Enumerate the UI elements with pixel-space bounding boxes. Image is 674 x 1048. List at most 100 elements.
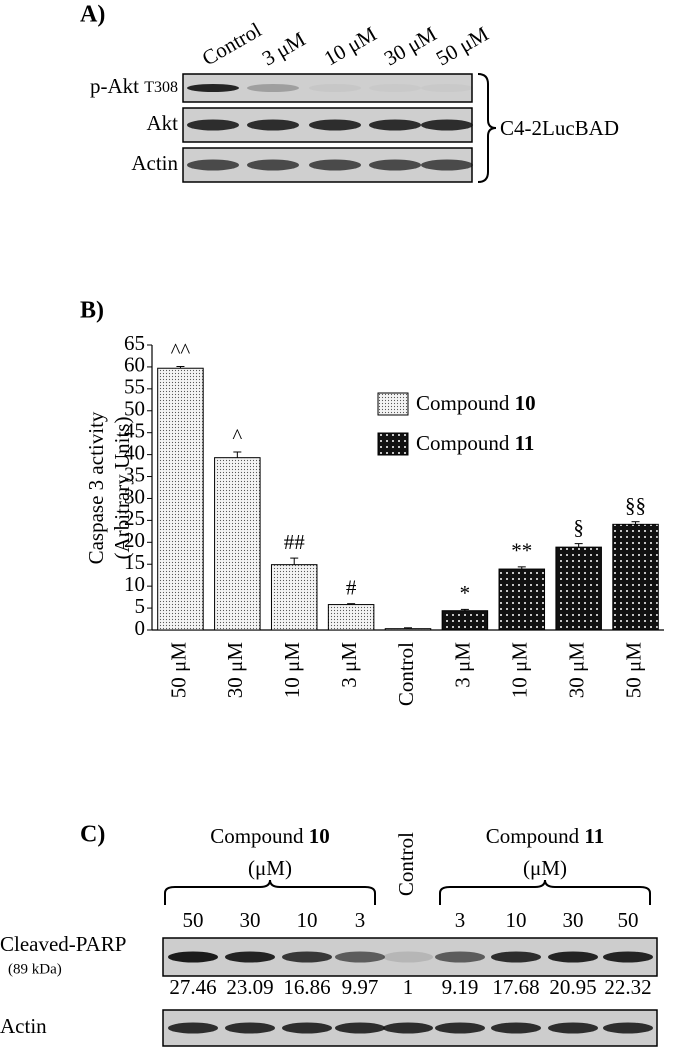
band: [548, 951, 598, 963]
lane-label: Control: [198, 18, 266, 71]
group-name: Compound: [486, 824, 580, 848]
blot-label: Actin: [0, 1014, 47, 1038]
band: [225, 951, 275, 963]
blot-label: Cleaved-PARP: [0, 932, 126, 956]
legend-name: Compound: [416, 431, 510, 455]
band: [309, 84, 361, 92]
error-bar: [347, 603, 356, 605]
x-tick-label: 30 μM: [564, 642, 588, 699]
band: [187, 159, 239, 171]
panel-label: A): [80, 2, 105, 28]
error-bar: [290, 557, 299, 565]
band: [168, 1022, 218, 1034]
annotation: §§: [625, 494, 646, 518]
y-tick-label: 55: [124, 375, 145, 399]
lane-label: 3: [355, 908, 366, 932]
y-tick-label: 65: [124, 331, 145, 355]
y-axis-title: Caspase 3 activity: [84, 411, 108, 564]
lane-label: 10: [506, 908, 527, 932]
control-label: Control: [394, 832, 418, 896]
lane-label: 3 μM: [258, 27, 310, 71]
band: [225, 1022, 275, 1034]
error-bar: [404, 627, 412, 629]
row-subscript: T308: [144, 79, 178, 96]
y-tick-label: 40: [124, 440, 145, 464]
quantification: 9.19: [442, 975, 479, 999]
legend-swatch: [377, 392, 409, 416]
annotation: **: [511, 539, 532, 563]
cell-line: C4-2LucBAD: [500, 116, 619, 140]
legend-number: 11: [515, 431, 535, 455]
legend-name: Compound: [416, 391, 510, 415]
error-bar: [574, 543, 583, 548]
row-label: Actin: [131, 151, 178, 175]
x-tick-label: 3 μM: [451, 642, 475, 688]
legend-label: Compound 10: [416, 391, 536, 415]
y-axis-title: (Arbitrary Units): [110, 417, 134, 560]
quantification: 20.95: [549, 975, 596, 999]
brace: [477, 73, 497, 183]
band: [491, 1022, 541, 1034]
band: [421, 159, 473, 171]
lane-label: 30 μM: [380, 21, 441, 70]
x-tick-label: Control: [394, 642, 418, 706]
quantification: 22.32: [604, 975, 651, 999]
y-tick-label: 45: [124, 419, 145, 443]
band: [168, 951, 218, 963]
error-bar: [233, 451, 242, 458]
bar: [327, 604, 375, 631]
band: [309, 119, 361, 131]
band: [369, 84, 421, 92]
bar: [498, 568, 546, 631]
band: [491, 951, 541, 963]
quantification: 23.09: [226, 975, 273, 999]
annotation: §: [573, 515, 584, 539]
y-tick-label: 5: [135, 594, 146, 618]
y-tick-label: 60: [124, 353, 145, 377]
band: [187, 119, 239, 131]
lane-label: 50: [618, 908, 639, 932]
legend-swatch: [377, 432, 409, 456]
bar: [157, 367, 204, 631]
lane-label: 50 μM: [432, 21, 493, 70]
band: [383, 951, 433, 963]
row-label: p-Akt T308: [90, 74, 178, 98]
annotation: ^: [232, 424, 242, 448]
bar: [555, 546, 602, 631]
band: [421, 119, 473, 131]
lane-label: 30: [563, 908, 584, 932]
y-tick-label: 25: [124, 506, 145, 530]
band: [369, 119, 421, 131]
bar: [214, 457, 261, 631]
y-tick-label: 0: [135, 616, 146, 640]
group-unit: (μM): [248, 856, 292, 880]
y-tick-label: 10: [124, 572, 145, 596]
band: [435, 1022, 485, 1034]
lane-label: 10 μM: [320, 21, 381, 70]
band: [548, 1022, 598, 1034]
error-bar: [631, 521, 640, 525]
y-tick-label: 50: [124, 397, 145, 421]
band: [435, 951, 485, 963]
error-bar: [176, 365, 185, 369]
band: [383, 1022, 433, 1034]
quantification: 27.46: [169, 975, 216, 999]
band: [335, 1022, 385, 1034]
brace: [439, 879, 651, 905]
row-name: Actin: [131, 151, 178, 175]
lane-label: 30: [240, 908, 261, 932]
x-tick-label: 3 μM: [337, 642, 361, 688]
x-tick-label: 30 μM: [223, 642, 247, 699]
band: [603, 1022, 653, 1034]
band: [282, 951, 332, 963]
panel-label: B): [80, 298, 104, 324]
blot-sublabel: (89 kDa): [8, 961, 62, 977]
y-tick-label: 35: [124, 462, 145, 486]
x-tick-label: 50 μM: [166, 642, 190, 699]
bar: [384, 628, 432, 631]
lane-label: 10: [297, 908, 318, 932]
group-label: Compound 10: [210, 824, 330, 848]
legend-number: 10: [515, 391, 536, 415]
band: [247, 159, 299, 171]
